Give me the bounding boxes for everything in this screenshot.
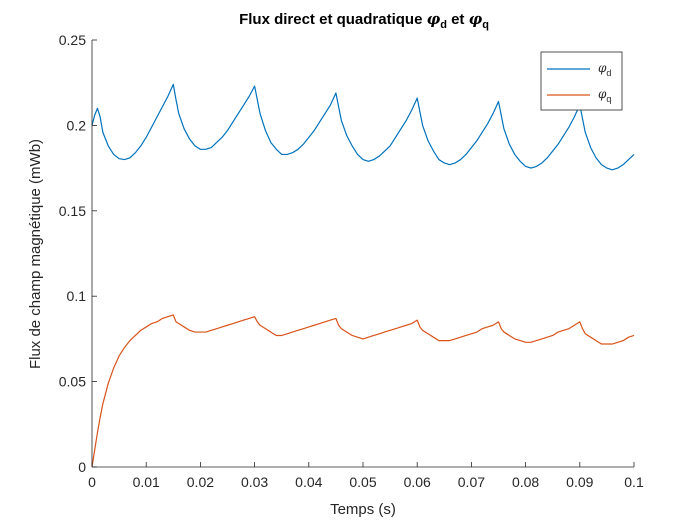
- x-tick-label: 0.02: [187, 474, 214, 490]
- title-phi-q-symbol: φ: [469, 10, 483, 28]
- x-tick-label: 0.01: [133, 474, 160, 490]
- y-tick-label: 0.1: [67, 288, 87, 304]
- x-tick-label: 0.09: [566, 474, 593, 490]
- x-tick-label: 0.03: [241, 474, 268, 490]
- title-phi-d-subscript: d: [440, 19, 447, 31]
- y-tick-label: 0: [78, 459, 86, 475]
- legend-phi-q-subscript: q: [606, 94, 611, 104]
- series-layer: [91, 83, 635, 468]
- y-axis-label: Flux de champ magnétique (mWb): [27, 139, 44, 369]
- x-tick-label: 0.08: [512, 474, 539, 490]
- x-tick-label: 0: [88, 474, 96, 490]
- title-middle: et: [447, 11, 469, 28]
- legend-phi-q-symbol: φ: [598, 87, 607, 101]
- x-axis-label: Temps (s): [330, 501, 396, 518]
- legend-phi-d-subscript: d: [606, 68, 611, 78]
- y-tick-label: 0.15: [59, 203, 86, 219]
- series-line-phi-q: [91, 314, 635, 468]
- y-tick-label: 0.05: [59, 374, 86, 390]
- series-line-phi-d: [91, 83, 635, 171]
- title-phi-q-subscript: q: [482, 19, 489, 31]
- x-tick-label: 0.1: [624, 474, 644, 490]
- chart-title: Flux direct et quadratique φd et φq: [239, 10, 489, 31]
- legend-label-phi-d: φd: [598, 61, 611, 78]
- x-tick-label: 0.06: [404, 474, 431, 490]
- title-phi-d-symbol: φ: [427, 10, 441, 28]
- legend-phi-d-symbol: φ: [598, 61, 607, 75]
- legend-box: [540, 51, 623, 111]
- axes-layer: 0 0.01 0.02 0.03 0.04 0.05 0.06 0.07 0.08 0.09 0.1…: [59, 32, 644, 490]
- x-tick-label: 0.05: [349, 474, 376, 490]
- y-tick-label: 0.2: [67, 117, 87, 133]
- legend: φd φq: [540, 51, 623, 111]
- x-tick-label: 0.04: [295, 474, 322, 490]
- title-prefix: Flux direct et quadratique: [239, 11, 427, 28]
- x-tick-label: 0.07: [458, 474, 485, 490]
- y-tick-label: 0.25: [59, 32, 86, 48]
- legend-label-phi-q: φq: [598, 87, 611, 104]
